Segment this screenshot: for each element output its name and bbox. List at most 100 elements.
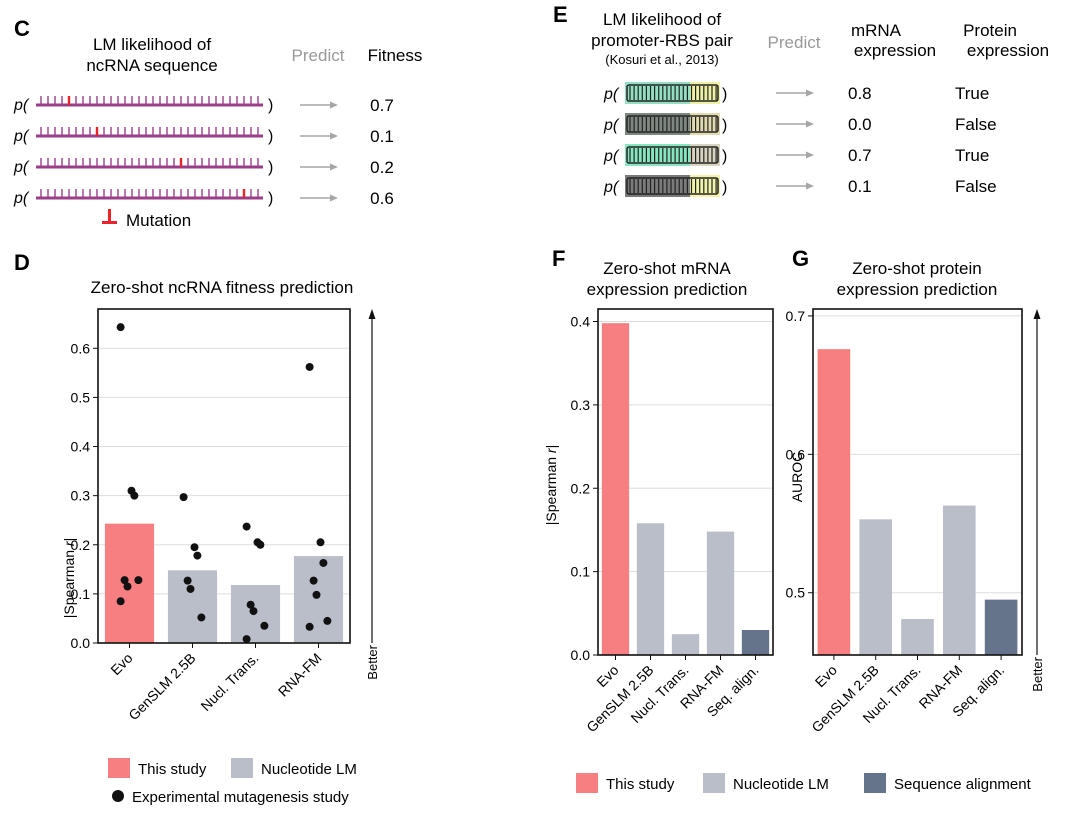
panel-d-ylabel: |Spearman r| (61, 538, 77, 618)
promoter-rbs-row: p() 0.8 True (603, 82, 989, 104)
bar (984, 599, 1018, 655)
experimental-point (246, 600, 255, 609)
panel-e-header-line2: promoter-RBS pair (591, 31, 733, 50)
panel-e-protein-header-line2: expression (967, 41, 1049, 60)
promoter-rbs-row: p() 0.1 False (603, 175, 997, 197)
y-tick-label: 0.4 (571, 314, 591, 330)
protein-expression-value: True (955, 84, 989, 103)
legend-swatch-nucleotide-lm (703, 773, 725, 793)
dna-strand-outline (626, 115, 719, 133)
mutation-legend: Mutation (102, 209, 191, 230)
legend-marker-experimental (112, 790, 124, 802)
panel-e-mrna-header-line2: expression (854, 41, 936, 60)
experimental-point (309, 576, 318, 585)
x-tick-label: Evo (812, 662, 841, 691)
legend-label-sequence-alignment: Sequence alignment (894, 776, 1032, 793)
better-label: Better (365, 644, 380, 679)
experimental-point (179, 493, 188, 502)
y-tick-label: 0.4 (71, 439, 91, 455)
ncrna-row: p() 0.1 (13, 127, 394, 146)
legend-label-nucleotide-lm: Nucleotide LM (733, 776, 829, 793)
y-tick-label: 0.3 (571, 397, 591, 413)
y-tick-label: 0.7 (786, 308, 806, 324)
predict-arrow-icon (806, 151, 814, 159)
experimental-point (319, 558, 328, 567)
p-close: ) (268, 159, 273, 176)
mrna-expression-value: 0.8 (848, 84, 872, 103)
panel-g-title-line1: Zero-shot protein (852, 259, 981, 278)
panel-g-title-line2: expression prediction (837, 280, 998, 299)
better-arrow-icon (1033, 309, 1041, 319)
predict-arrow-icon (330, 194, 338, 202)
p-open: p( (13, 190, 30, 207)
panel-d-title: Zero-shot ncRNA fitness prediction (91, 278, 354, 297)
experimental-point (305, 622, 314, 631)
better-arrow-icon (368, 309, 376, 319)
y-tick-label: 0.6 (786, 446, 806, 462)
p-open: p( (13, 128, 30, 145)
p-close: ) (268, 128, 273, 145)
legend-swatch-nucleotide-lm (231, 758, 253, 778)
p-open: p( (603, 117, 620, 134)
p-open: p( (13, 97, 30, 114)
predict-arrow-icon (330, 163, 338, 171)
panel-fg-legend: This study Nucleotide LM Sequence alignm… (576, 773, 1032, 793)
fitness-value: 0.1 (370, 127, 394, 146)
experimental-point (116, 597, 125, 606)
experimental-point (123, 582, 132, 591)
x-tick-label: Evo (593, 662, 622, 691)
panel-c-header-line1: LM likelihood of (93, 35, 211, 54)
bar (706, 531, 735, 655)
panel-e-protein-header-line1: Protein (963, 21, 1017, 40)
experimental-point (130, 491, 139, 500)
promoter-block (625, 175, 690, 197)
p-close: ) (722, 179, 727, 196)
plot-frame (812, 308, 1023, 656)
panel-e-rows: p() 0.8 True p() 0.0 False p() 0.7 True p() 0.1 Fal… (603, 82, 997, 197)
better-label: Better (1030, 656, 1045, 691)
experimental-point (186, 584, 195, 593)
predict-arrow-icon (330, 101, 338, 109)
panel-d-legend: This study Nucleotide LM Experimental mu… (108, 758, 357, 806)
bar (167, 570, 218, 643)
dna-strand-outline (626, 84, 719, 102)
bar (671, 634, 700, 655)
p-open: p( (603, 148, 620, 165)
experimental-point (249, 607, 258, 616)
fitness-value: 0.7 (370, 96, 394, 115)
experimental-point (183, 576, 192, 585)
legend-label-nucleotide-lm: Nucleotide LM (261, 761, 357, 778)
p-close: ) (268, 190, 273, 207)
dna-strand-outline (626, 177, 719, 195)
y-tick-label: 0.0 (571, 647, 591, 663)
protein-expression-value: True (955, 146, 989, 165)
predict-arrow-icon (806, 89, 814, 97)
panel-f-title-line2: expression prediction (587, 280, 748, 299)
bar (942, 505, 976, 655)
panel-e-citation: (Kosuri et al., 2013) (605, 52, 718, 67)
legend-swatch-this-study (576, 773, 598, 793)
p-close: ) (722, 148, 727, 165)
y-tick-label: 0.2 (71, 537, 91, 553)
experimental-point (116, 323, 125, 332)
ncrna-row: p() 0.6 (13, 189, 394, 208)
y-tick-label: 0.5 (71, 389, 91, 405)
predict-arrow-icon (806, 182, 814, 190)
panel-c-fitness-header: Fitness (368, 46, 423, 65)
y-tick-label: 0.0 (71, 635, 91, 651)
legend-label-experimental: Experimental mutagenesis study (132, 789, 349, 806)
bar (901, 619, 934, 655)
legend-label-this-study: This study (606, 776, 675, 793)
ncrna-row: p() 0.7 (13, 96, 394, 115)
panel-letter-g: G (792, 246, 809, 271)
panel-c-header-line2: ncRNA sequence (86, 56, 217, 75)
panel-f-ylabel: |Spearman r| (543, 445, 559, 525)
panel-c-predict-label: Predict (292, 46, 345, 65)
panel-letter-d: D (14, 250, 30, 275)
promoter-rbs-row: p() 0.7 True (603, 144, 989, 166)
panel-letter-c: C (14, 16, 30, 41)
experimental-point (193, 551, 202, 560)
promoter-block (625, 82, 690, 104)
